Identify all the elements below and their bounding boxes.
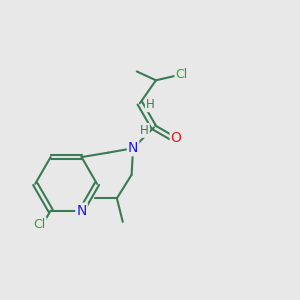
Text: O: O bbox=[171, 131, 182, 145]
Text: Cl: Cl bbox=[34, 218, 46, 231]
Text: N: N bbox=[128, 141, 138, 155]
Text: H: H bbox=[140, 124, 149, 137]
Text: Cl: Cl bbox=[176, 68, 188, 81]
Text: N: N bbox=[76, 204, 87, 218]
Text: H: H bbox=[146, 98, 154, 111]
